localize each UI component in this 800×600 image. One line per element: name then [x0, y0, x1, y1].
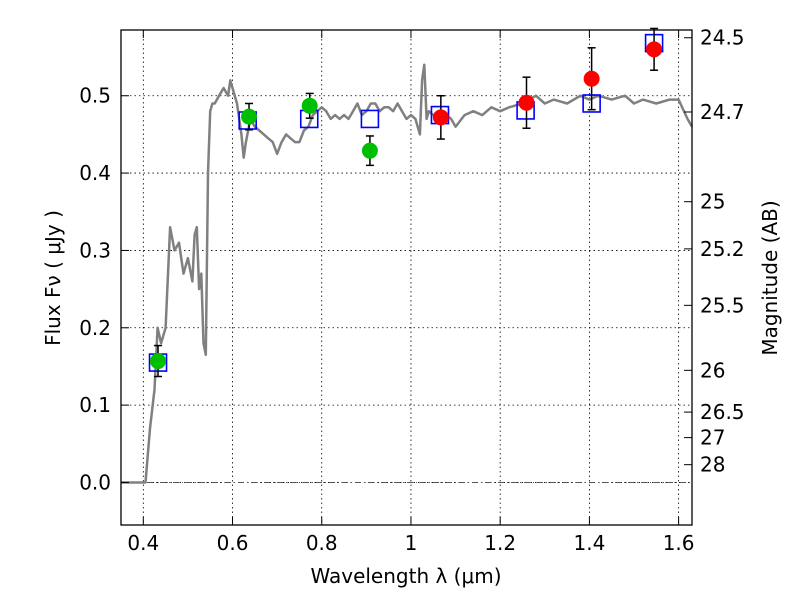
photometry-point: [432, 109, 449, 126]
data-layer: [121, 27, 694, 484]
right-tick-label: 25.5: [700, 293, 745, 317]
photometry-point: [361, 142, 378, 159]
right-tick-label: 26: [700, 358, 725, 382]
y-tick-label: 0.3: [79, 238, 111, 262]
y-tick-label: 0.4: [79, 161, 111, 185]
y-tick-label: 0.1: [79, 393, 111, 417]
model-square-point: [360, 109, 380, 129]
y-tick-label: 0.2: [79, 316, 111, 340]
x-tick-label: 1.4: [573, 531, 605, 555]
right-tick-label: 28: [700, 453, 725, 477]
right-tick-label: 24.5: [700, 26, 745, 50]
grid-layer: [121, 30, 692, 525]
right-tick-label: 24.7: [700, 100, 745, 124]
y-tick-label: 0.0: [79, 470, 111, 494]
x-tick-label: 1.2: [484, 531, 516, 555]
right-tick-label: 27: [700, 426, 725, 450]
photometry-point: [518, 94, 535, 111]
spectrum-line: [121, 63, 694, 484]
x-tick-label: 0.4: [127, 531, 159, 555]
photometry-point: [646, 41, 663, 58]
x-tick-label: 0.8: [306, 531, 338, 555]
y-tick-label: 0.5: [79, 84, 111, 108]
x-axis-label: Wavelength λ (μm): [310, 564, 501, 588]
x-tick-label: 1: [405, 531, 418, 555]
x-tick-label: 1.6: [663, 531, 695, 555]
right-tick-label: 25: [700, 190, 725, 214]
photometry-point: [150, 353, 167, 370]
plot-frame: [120, 29, 693, 526]
photometry-point: [301, 97, 318, 114]
y-axis-label: Flux Fν ( μJy ): [41, 210, 65, 346]
photometry-point: [583, 70, 600, 87]
x-tick-label: 0.6: [217, 531, 249, 555]
right-axis-label: Magnitude (AB): [758, 200, 782, 355]
photometry-point: [241, 108, 258, 125]
right-tick-label: 25.2: [700, 237, 745, 261]
tick-layer: 0.4 0.6 0.8 1 1.2 1.4 1.6 0.0 0.1 0.2 0.3 0.4 0.5 24.…: [79, 26, 744, 555]
right-tick-label: 26.5: [700, 400, 745, 424]
